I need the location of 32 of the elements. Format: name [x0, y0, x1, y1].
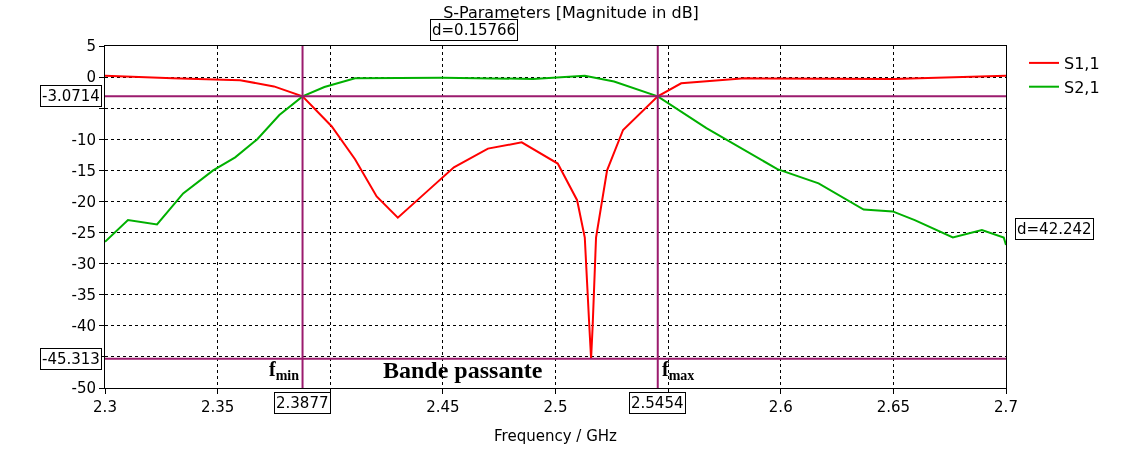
x-tick-label: 2.35 [200, 398, 235, 416]
y-tick-label: 5 [86, 37, 96, 56]
ref-line-label: 2.5454 [631, 394, 684, 412]
text: d=42.242 [1017, 220, 1092, 238]
chart-title: S-Parameters [Magnitude in dB] [443, 3, 699, 23]
ref-line-label: -45.313 [42, 350, 100, 368]
y-tick-label: -10 [71, 130, 96, 149]
y-tick-label: -20 [71, 192, 96, 211]
legend-label: S1,1 [1064, 54, 1100, 74]
y-tick-label: -25 [71, 223, 96, 242]
annotation: f$_{min}$ [269, 358, 300, 384]
ref-line-label: -3.0714 [42, 87, 100, 105]
x-tick-label: 2.65 [876, 398, 911, 416]
x-tick-label: 2.6 [768, 398, 793, 416]
line-series [105, 74, 1006, 360]
x-tick-label: 2.5 [543, 398, 568, 416]
y-tick-label: -50 [71, 379, 96, 398]
y-tick-label: 0 [86, 68, 96, 87]
ref-line-label: 2.3877 [276, 394, 329, 412]
x-tick-label: 2.45 [426, 398, 460, 416]
y-tick-label: -35 [71, 285, 96, 304]
x-tick-label: 2.7 [994, 398, 1018, 416]
legend-label: S2,1 [1064, 77, 1100, 97]
y-tick-label: -40 [71, 317, 96, 336]
y-tick-label: -15 [71, 161, 96, 180]
annotation: f$_{max}$ [662, 358, 695, 384]
text: d=0.15766 [432, 21, 517, 39]
x-tick-label: 2.3 [93, 398, 117, 416]
line-series [105, 74, 1006, 246]
x-axis-title: Frequency / GHz [494, 427, 618, 445]
annotation: Bande passante [383, 357, 543, 383]
y-tick-label: -30 [71, 254, 96, 273]
